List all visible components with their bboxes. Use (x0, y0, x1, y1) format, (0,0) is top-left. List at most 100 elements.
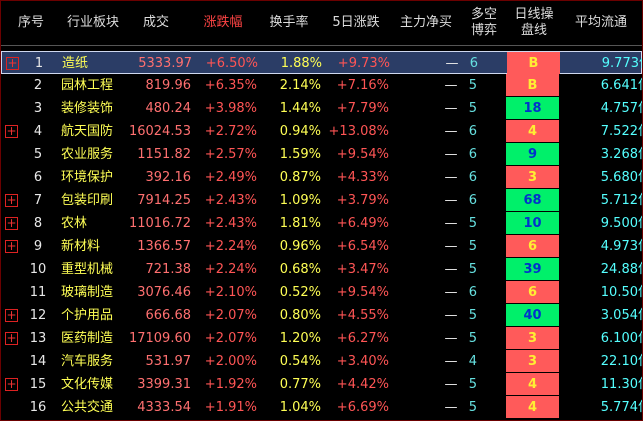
sector-name: 农业服务 (61, 147, 114, 162)
turnover-rate: 1.09% (279, 193, 321, 208)
sector-name: 园林工程 (61, 78, 114, 93)
long-short: 6 (468, 285, 477, 300)
table-row[interactable]: 2 园林工程 819.96 +6.35% 2.14% +7.16% — 5 B 6.641亿 (1, 74, 642, 97)
main-net-buy: — (444, 170, 458, 185)
avg-float: 6.100亿 (600, 331, 642, 346)
expand-button[interactable]: + (6, 56, 19, 70)
turnover: 5333.97 (138, 56, 192, 71)
signal: 3 (506, 166, 559, 189)
expand-button[interactable]: + (5, 124, 18, 138)
row-number: 2 (33, 78, 43, 93)
table-row[interactable]: +9 新材料 1366.57 +2.24% 0.96% +6.54% — 5 6 4.973亿 (1, 235, 642, 258)
avg-float: 4.757亿 (600, 101, 642, 116)
avg-float: 5.680亿 (600, 170, 642, 185)
long-short: 5 (468, 331, 477, 346)
signal: 4 (506, 120, 559, 143)
avg-float: 9.773亿 (601, 56, 642, 71)
turnover-rate: 0.77% (279, 377, 321, 392)
table-row[interactable]: +8 农林 11016.72 +2.43% 1.81% +6.49% — 5 10 9.500亿 (1, 212, 642, 235)
long-short: 5 (468, 216, 477, 231)
turnover-rate: 1.44% (279, 101, 321, 116)
signal: 6 (506, 281, 559, 304)
turnover: 7914.25 (137, 193, 191, 208)
sector-name: 公共交通 (61, 400, 114, 415)
turnover-rate: 1.88% (280, 56, 322, 71)
main-net-buy: — (444, 377, 458, 392)
table-row[interactable]: 5 农业服务 1151.82 +2.57% 1.59% +9.54% — 6 9 3.268亿 (1, 143, 642, 166)
change-pct: +6.50% (205, 56, 258, 71)
table-row[interactable]: +4 航天国防 16024.53 +2.72% 0.94% +13.08% — 6 4 7.522… (1, 120, 642, 143)
change-pct: +3.98% (204, 101, 257, 116)
signal: 39 (506, 258, 559, 281)
row-number: 12 (29, 308, 47, 323)
signal: 4 (506, 396, 559, 419)
row-number: 4 (33, 124, 43, 139)
main-net-buy: — (444, 354, 458, 369)
change-pct: +1.92% (204, 377, 257, 392)
expand-button[interactable]: + (5, 216, 18, 230)
column-header[interactable]: 序号 (1, 15, 66, 31)
five-day-change: +9.73% (337, 56, 390, 71)
table-row[interactable]: +15 文化传媒 3399.31 +1.92% 0.77% +4.42% — 5 4 11.30亿 (1, 373, 642, 396)
expand-button[interactable]: + (5, 331, 18, 345)
long-short: 6 (468, 193, 477, 208)
change-pct: +2.00% (204, 354, 257, 369)
signal: 68 (506, 189, 559, 212)
column-header[interactable]: 成交 (121, 15, 191, 31)
table-row[interactable]: +1 造纸 5333.97 +6.50% 1.88% +9.73% — 6 B 9.773亿 (1, 51, 642, 75)
long-short: 5 (468, 400, 477, 415)
table-row[interactable]: +12 个护用品 666.68 +2.07% 0.80% +4.55% — 5 40 3.054亿 (1, 304, 642, 327)
expand-button[interactable]: + (5, 239, 18, 253)
table-row[interactable]: 14 汽车服务 531.97 +2.00% 0.54% +3.40% — 4 3 22.10亿 (1, 350, 642, 373)
five-day-change: +6.27% (336, 331, 389, 346)
table-header: 序号 行业板块 成交 涨跌幅 换手率 5日涨跌 主力净买 多空 博弈 日线操 盘线 平均流通 (1, 1, 642, 46)
row-number: 3 (33, 101, 43, 116)
five-day-change: +3.40% (336, 354, 389, 369)
table-row[interactable]: 11 玻璃制造 3076.46 +2.10% 0.52% +9.54% — 6 6 10.50亿 (1, 281, 642, 304)
main-net-buy: — (444, 78, 458, 93)
header-line: 多空 (470, 7, 497, 22)
change-pct: +2.10% (204, 285, 257, 300)
five-day-change: +6.54% (336, 239, 389, 254)
main-net-buy: — (444, 124, 458, 139)
column-header[interactable]: 多空 博弈 (449, 7, 519, 39)
table-row[interactable]: 16 公共交通 4333.54 +1.91% 1.04% +6.69% — 5 4 5.774亿 (1, 396, 642, 419)
column-header[interactable]: 换手率 (254, 15, 324, 31)
expand-button[interactable]: + (5, 308, 18, 322)
column-header[interactable]: 5日涨跌 (321, 15, 391, 31)
expand-button[interactable]: + (5, 193, 18, 207)
table-row[interactable]: 6 环境保护 392.16 +2.49% 0.87% +4.33% — 6 3 5.680亿 (1, 166, 642, 189)
turnover-rate: 1.20% (279, 331, 321, 346)
main-net-buy: — (444, 239, 458, 254)
turnover-rate: 2.14% (279, 78, 321, 93)
avg-float: 5.712亿 (600, 193, 642, 208)
column-header[interactable]: 平均流通 (566, 15, 636, 31)
row-number: 7 (33, 193, 43, 208)
column-header[interactable]: 行业板块 (58, 15, 128, 31)
column-header[interactable]: 涨跌幅 (188, 15, 258, 31)
sector-name: 包装印刷 (61, 193, 114, 208)
expand-button[interactable]: + (5, 377, 18, 391)
five-day-change: +6.49% (336, 216, 389, 231)
table-row[interactable]: +7 包装印刷 7914.25 +2.43% 1.09% +3.79% — 6 68 5.712亿 (1, 189, 642, 212)
table-row[interactable]: 10 重型机械 721.38 +2.24% 0.68% +3.47% — 5 39 24.88亿 (1, 258, 642, 281)
table-row[interactable]: 3 装修装饰 480.24 +3.98% 1.44% +7.79% — 5 18 4.757亿 (1, 97, 642, 120)
main-net-buy: — (444, 216, 458, 231)
long-short: 6 (468, 147, 477, 162)
sector-name: 文化传媒 (61, 377, 114, 392)
turnover-rate: 0.80% (279, 308, 321, 323)
turnover: 480.24 (145, 101, 192, 116)
sector-name: 新材料 (61, 239, 101, 254)
column-header[interactable]: 主力净买 (391, 15, 461, 31)
table-row[interactable]: +13 医药制造 17109.60 +2.07% 1.20% +6.27% — 5 3 6.100… (1, 327, 642, 350)
column-header[interactable]: 日线操 盘线 (499, 7, 569, 39)
sector-name: 玻璃制造 (61, 285, 114, 300)
long-short: 4 (468, 354, 477, 369)
avg-float: 9.500亿 (600, 216, 642, 231)
header-line: 日线操 (514, 7, 554, 22)
five-day-change: +7.79% (336, 101, 389, 116)
turnover: 4333.54 (137, 400, 191, 415)
sector-name: 造纸 (62, 56, 89, 71)
row-number: 13 (29, 331, 47, 346)
